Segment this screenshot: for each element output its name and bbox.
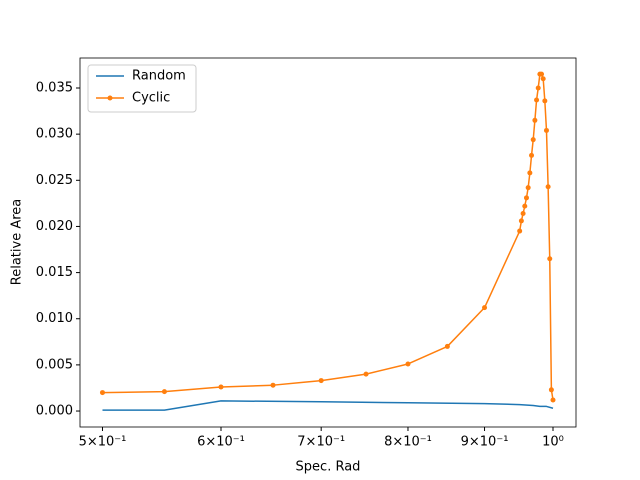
y-tick-label: 0.035 (36, 80, 73, 95)
point (482, 305, 488, 311)
legend-label: Random (132, 69, 186, 84)
point (318, 378, 324, 384)
point (548, 387, 554, 393)
line-series (102, 73, 554, 401)
point (529, 152, 535, 158)
point (444, 343, 450, 349)
point (540, 76, 546, 82)
x-tick-label: 9×10⁻¹ (461, 435, 509, 450)
point (550, 397, 556, 403)
point (405, 361, 411, 367)
x-axis-label: Spec. Rad (296, 460, 361, 475)
y-tick-label: 0.000 (36, 404, 73, 419)
y-tick-label: 0.020 (36, 219, 73, 234)
x-tick-label: 8×10⁻¹ (384, 435, 432, 450)
x-tick-label: 6×10⁻¹ (197, 435, 245, 450)
x-tick-label: 10⁰ (542, 435, 564, 450)
point (523, 195, 529, 201)
point (535, 85, 541, 91)
point (161, 389, 167, 395)
point (542, 98, 548, 104)
axes-frame (79, 57, 577, 428)
y-tick-label: 0.030 (36, 127, 73, 142)
line-series (102, 400, 554, 411)
x-tick-label: 5×10⁻¹ (79, 435, 127, 450)
y-tick-label: 0.005 (36, 357, 73, 372)
point (530, 137, 536, 143)
point (545, 184, 551, 190)
point (518, 218, 524, 224)
legend-label: Cyclic (132, 91, 170, 106)
y-tick-label: 0.025 (36, 173, 73, 188)
point (532, 117, 538, 123)
point (527, 170, 533, 176)
point (517, 228, 523, 234)
point (539, 71, 545, 77)
point (543, 127, 549, 133)
point (525, 185, 531, 191)
legend-marker (107, 95, 113, 101)
point (270, 382, 276, 388)
x-tick-label: 7×10⁻¹ (297, 435, 345, 450)
point (522, 203, 528, 209)
y-axis-label: Relative Area (10, 199, 25, 285)
y-tick-label: 0.015 (36, 265, 73, 280)
point (363, 371, 369, 377)
point (520, 211, 526, 217)
point (218, 384, 224, 390)
point (534, 97, 540, 103)
point (547, 256, 553, 262)
y-tick-label: 0.010 (36, 311, 73, 326)
point (99, 390, 105, 396)
